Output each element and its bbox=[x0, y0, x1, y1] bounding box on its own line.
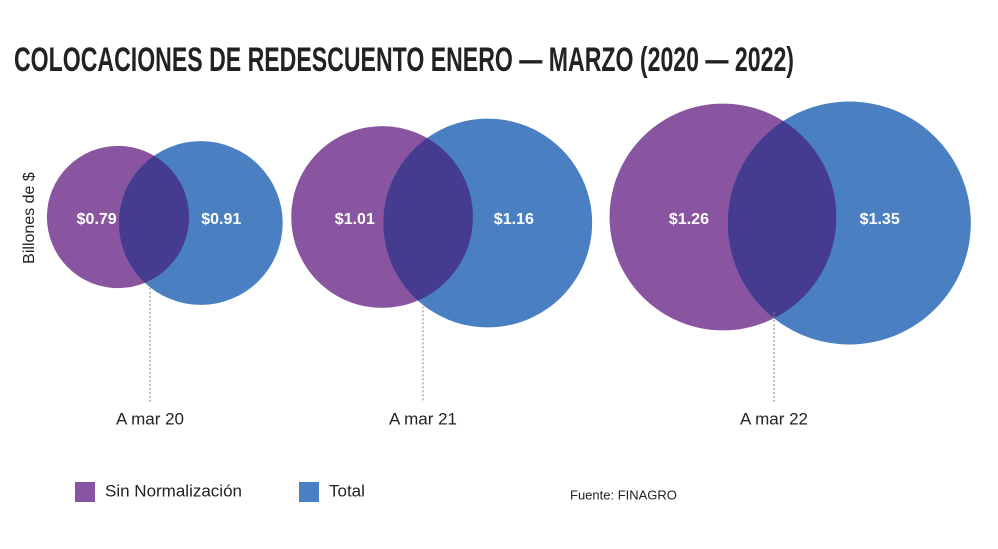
legend-swatch bbox=[299, 482, 319, 502]
legend-label: Sin Normalización bbox=[105, 481, 242, 500]
value-label: $0.91 bbox=[201, 211, 241, 228]
chart-title: COLOCACIONES DE REDESCUENTO ENERO — MARZ… bbox=[14, 41, 794, 79]
overlap bbox=[727, 103, 837, 331]
legend-swatch bbox=[75, 482, 95, 502]
x-tick-label: A mar 21 bbox=[389, 409, 457, 428]
overlap bbox=[118, 145, 190, 289]
legend-label: Total bbox=[329, 481, 365, 500]
x-tick-label: A mar 22 bbox=[740, 409, 808, 428]
value-label: $1.16 bbox=[494, 211, 534, 228]
x-tick-label: A mar 20 bbox=[116, 409, 184, 428]
y-axis-label: Billones de $ bbox=[21, 172, 38, 264]
value-label: $1.35 bbox=[860, 211, 900, 228]
value-label: $1.01 bbox=[335, 211, 375, 228]
source: Fuente: FINAGRO bbox=[570, 487, 677, 502]
overlap bbox=[383, 126, 473, 308]
value-label: $0.79 bbox=[77, 211, 117, 228]
value-label: $1.26 bbox=[669, 211, 709, 228]
